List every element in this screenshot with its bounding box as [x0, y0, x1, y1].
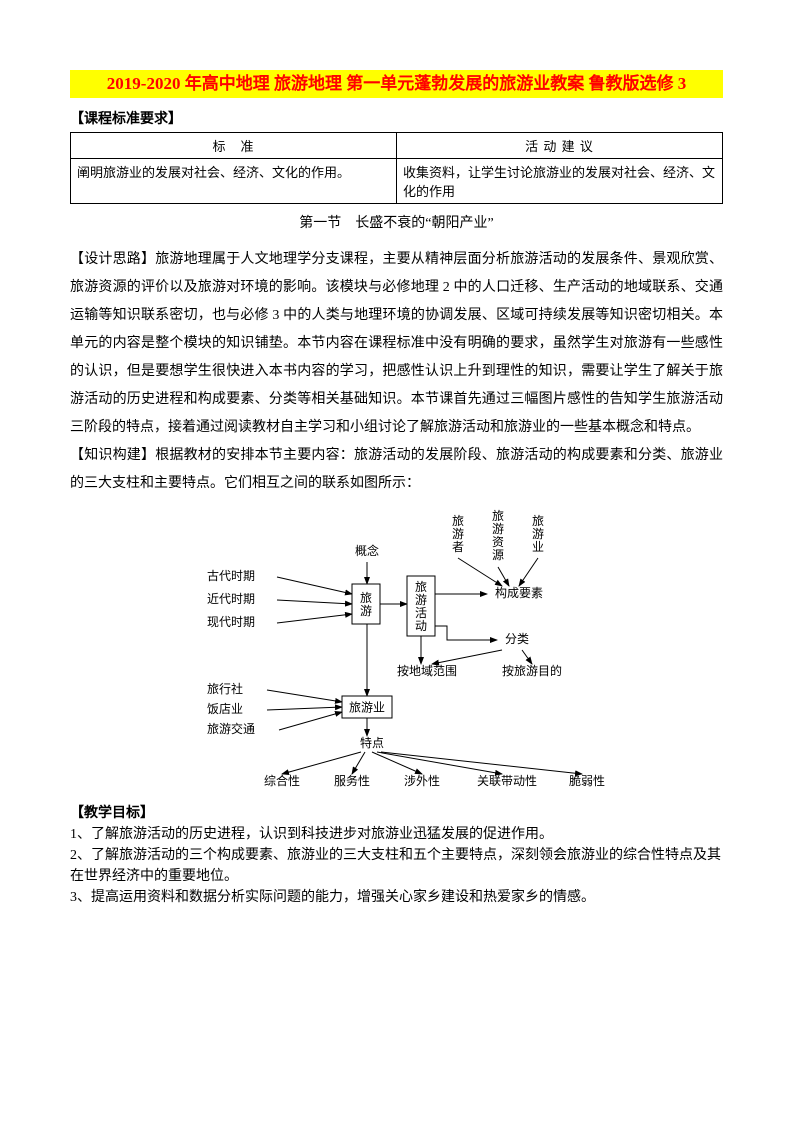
standards-head: 【课程标准要求】	[70, 108, 723, 128]
svg-text:者: 者	[451, 540, 463, 554]
goals-block: 【教学目标】 1、了解旅游活动的历史进程，认识到科技进步对旅游业迅猛发展的促进作…	[70, 803, 723, 908]
svg-text:旅行社: 旅行社	[207, 681, 243, 696]
svg-text:近代时期: 近代时期	[207, 592, 255, 606]
svg-text:服务性: 服务性	[333, 773, 369, 788]
svg-text:业: 业	[531, 540, 543, 554]
diagram: 概念古代时期近代时期现代时期旅游旅游活动旅游者旅游资源旅游业构成要素分类按地域范…	[70, 504, 723, 799]
table-header-row: 标 准 活 动 建 议	[71, 132, 723, 158]
goal-1: 1、了解旅游活动的历史进程，认识到科技进步对旅游业迅猛发展的促进作用。	[70, 824, 723, 845]
section-subtitle: 第一节 长盛不衰的“朝阳产业”	[70, 212, 723, 232]
svg-text:分类: 分类	[504, 632, 528, 646]
svg-text:旅游业: 旅游业	[348, 700, 384, 714]
svg-text:游: 游	[531, 527, 543, 541]
table-header-activity: 活 动 建 议	[397, 132, 723, 158]
svg-text:旅: 旅	[531, 514, 543, 528]
goals-head: 【教学目标】	[70, 803, 723, 824]
goal-3: 3、提高运用资料和数据分析实际问题的能力，增强关心家乡建设和热爱家乡的情感。	[70, 887, 723, 908]
knowledge-head: 【知识构建】	[70, 448, 155, 463]
svg-text:动: 动	[414, 619, 426, 633]
svg-text:旅: 旅	[414, 580, 426, 594]
table-cell-activity: 收集资料，让学生讨论旅游业的发展对社会、经济、文化的作用	[397, 158, 723, 203]
svg-text:构成要素: 构成要素	[494, 585, 542, 600]
svg-text:古代时期: 古代时期	[207, 568, 255, 583]
design-block: 【设计思路】旅游地理属于人文地理学分支课程，主要从精神层面分析旅游活动的发展条件…	[70, 246, 723, 498]
svg-text:游: 游	[491, 522, 503, 536]
page: 2019-2020 年高中地理 旅游地理 第一单元蓬勃发展的旅游业教案 鲁教版选…	[0, 0, 793, 1122]
standards-table: 标 准 活 动 建 议 阐明旅游业的发展对社会、经济、文化的作用。 收集资料，让…	[70, 132, 723, 204]
svg-text:概念: 概念	[354, 543, 378, 558]
svg-text:资: 资	[491, 535, 503, 549]
table-row: 阐明旅游业的发展对社会、经济、文化的作用。 收集资料，让学生讨论旅游业的发展对社…	[71, 158, 723, 203]
svg-text:特点: 特点	[359, 735, 383, 750]
svg-text:旅: 旅	[359, 591, 371, 605]
svg-text:旅: 旅	[451, 514, 463, 528]
svg-text:按旅游目的: 按旅游目的	[501, 663, 561, 678]
goal-2: 2、了解旅游活动的三个构成要素、旅游业的三大支柱和五个主要特点，深刻领会旅游业的…	[70, 845, 723, 887]
table-header-standard: 标 准	[71, 132, 397, 158]
diagram-svg: 概念古代时期近代时期现代时期旅游旅游活动旅游者旅游资源旅游业构成要素分类按地域范…	[147, 504, 647, 794]
table-cell-standard: 阐明旅游业的发展对社会、经济、文化的作用。	[71, 158, 397, 203]
svg-text:游: 游	[414, 593, 426, 607]
svg-text:旅: 旅	[491, 509, 503, 523]
design-text: 旅游地理属于人文地理学分支课程，主要从精神层面分析旅游活动的发展条件、景观欣赏、…	[70, 252, 723, 435]
svg-text:按地域范围: 按地域范围	[396, 664, 456, 678]
svg-text:游: 游	[451, 527, 463, 541]
svg-text:活: 活	[414, 606, 426, 620]
svg-text:综合性: 综合性	[263, 773, 299, 788]
svg-text:脆弱性: 脆弱性	[568, 773, 604, 788]
design-head: 【设计思路】	[70, 252, 155, 267]
svg-text:关联带动性: 关联带动性	[476, 774, 536, 788]
knowledge-text: 根据教材的安排本节主要内容：旅游活动的发展阶段、旅游活动的构成要素和分类、旅游业…	[70, 448, 723, 491]
svg-text:游: 游	[359, 604, 371, 618]
svg-text:现代时期: 现代时期	[207, 615, 255, 629]
svg-text:旅游交通: 旅游交通	[207, 721, 255, 736]
svg-text:源: 源	[491, 548, 503, 562]
svg-text:涉外性: 涉外性	[403, 774, 439, 788]
svg-text:饭店业: 饭店业	[207, 702, 243, 716]
page-title: 2019-2020 年高中地理 旅游地理 第一单元蓬勃发展的旅游业教案 鲁教版选…	[70, 70, 723, 98]
